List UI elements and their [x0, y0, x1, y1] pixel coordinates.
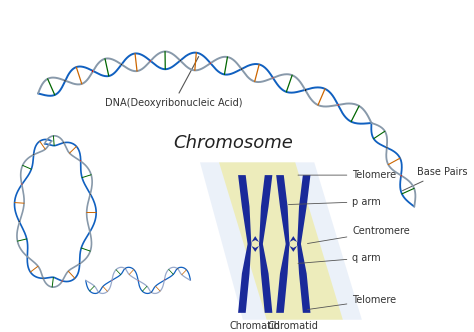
- Polygon shape: [238, 236, 273, 313]
- Polygon shape: [276, 236, 310, 313]
- Text: DNA(Deoxyribonucleic Acid): DNA(Deoxyribonucleic Acid): [105, 56, 242, 108]
- Text: Telomere: Telomere: [308, 295, 396, 309]
- Text: q arm: q arm: [298, 253, 381, 263]
- Text: p arm: p arm: [289, 197, 381, 207]
- Text: Chromatid: Chromatid: [230, 321, 281, 331]
- Polygon shape: [276, 175, 310, 252]
- Text: Base Pairs: Base Pairs: [402, 167, 468, 191]
- Text: Chromatid: Chromatid: [268, 321, 319, 331]
- Text: Telomere: Telomere: [298, 170, 396, 180]
- Polygon shape: [200, 162, 362, 320]
- Text: Centromere: Centromere: [308, 226, 410, 244]
- Text: Chromosome: Chromosome: [173, 134, 293, 152]
- Polygon shape: [219, 162, 343, 320]
- Polygon shape: [238, 175, 273, 252]
